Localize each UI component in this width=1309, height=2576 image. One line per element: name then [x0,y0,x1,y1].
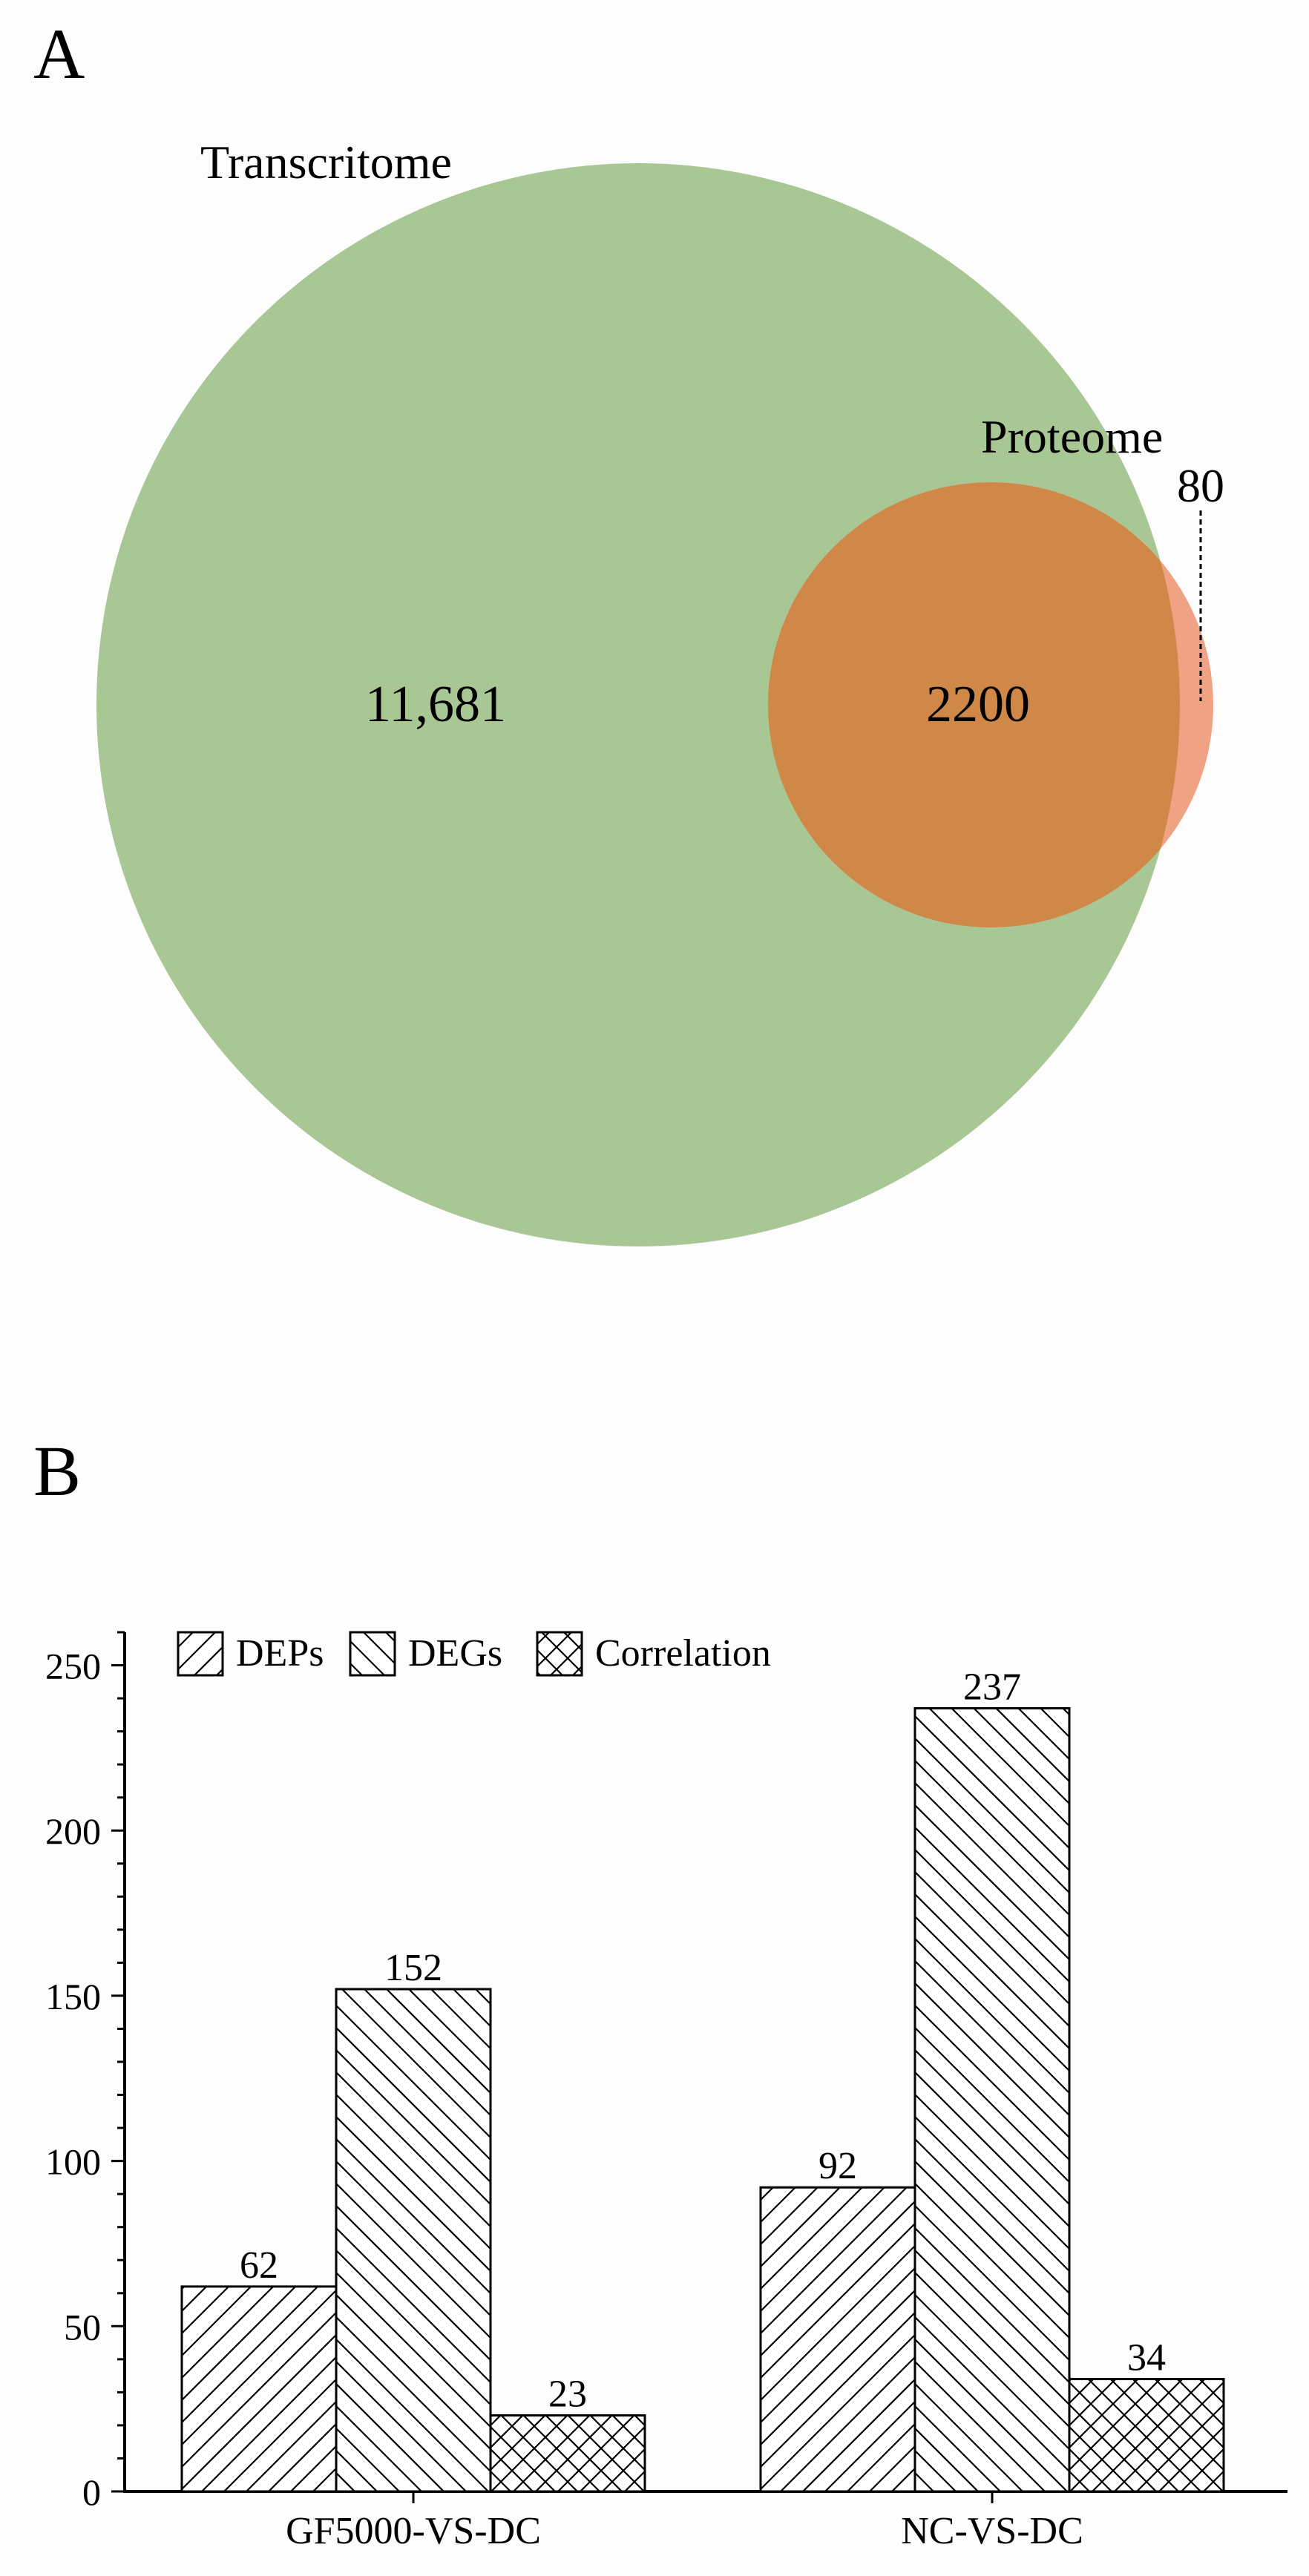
legend-label-deps: DEPs [236,1632,324,1675]
venn-intersection [768,482,1180,927]
panel-label-b: B [33,1431,81,1511]
bar-axes: 0 50 100 150 200 250 GF5000-VS-DC NC-VS-DC [45,1631,1287,2552]
bar-value-label: 62 [240,2244,278,2287]
legend-swatch-deps [177,1631,224,1677]
bar-deps-1 [759,2186,916,2493]
x-tick-label: NC-VS-DC [901,2510,1083,2552]
y-tick-label: 100 [45,2141,101,2183]
bar-deps-0 [180,2285,338,2493]
y-tick-label: 150 [45,1976,101,2017]
x-tick-label: GF5000-VS-DC [286,2510,541,2552]
bar-degs-1 [913,1706,1071,2493]
venn-label-transcritome: Transcritome [200,136,452,188]
panel-label-a: A [33,14,85,93]
legend-label-correlation: Correlation [595,1632,771,1675]
y-tick-label: 250 [45,1646,101,1687]
bar-value-label: 23 [548,2373,587,2416]
venn-value-intersection: 2200 [926,676,1030,733]
venn-panel: A Transcritome Proteome 11,681 2200 80 [33,14,1224,1246]
bar-correlation-0 [489,2414,646,2493]
bar-legend: DEPs DEGs Correlation [177,1631,771,1677]
bar-value-labels: 62 152 23 92 237 34 [240,1666,1166,2415]
bar-panel: B 0 50 100 150 200 250 GF5000-VS-DC NC-VS-DC 62… [33,1431,1287,2552]
venn-set-transcritome [96,163,1180,1246]
bar-degs-0 [335,1988,492,2493]
y-tick-label: 0 [82,2471,101,2513]
legend-label-degs: DEGs [408,1632,502,1675]
legend-swatch-correlation [536,1631,583,1677]
y-tick-label: 200 [45,1810,101,1852]
venn-value-only-proteome: 80 [1177,459,1224,512]
bar-value-label: 237 [963,1666,1021,1708]
legend-swatch-degs [349,1631,396,1677]
bar-value-label: 152 [384,1947,442,1989]
bar-correlation-1 [1068,2378,1225,2493]
venn-value-only-transcritome: 11,681 [365,676,506,733]
y-tick-label: 50 [64,2306,101,2347]
venn-label-proteome: Proteome [981,410,1163,463]
bar-value-label: 34 [1127,2337,1166,2379]
bar-bars [180,1706,1225,2493]
bar-value-label: 92 [818,2145,857,2187]
